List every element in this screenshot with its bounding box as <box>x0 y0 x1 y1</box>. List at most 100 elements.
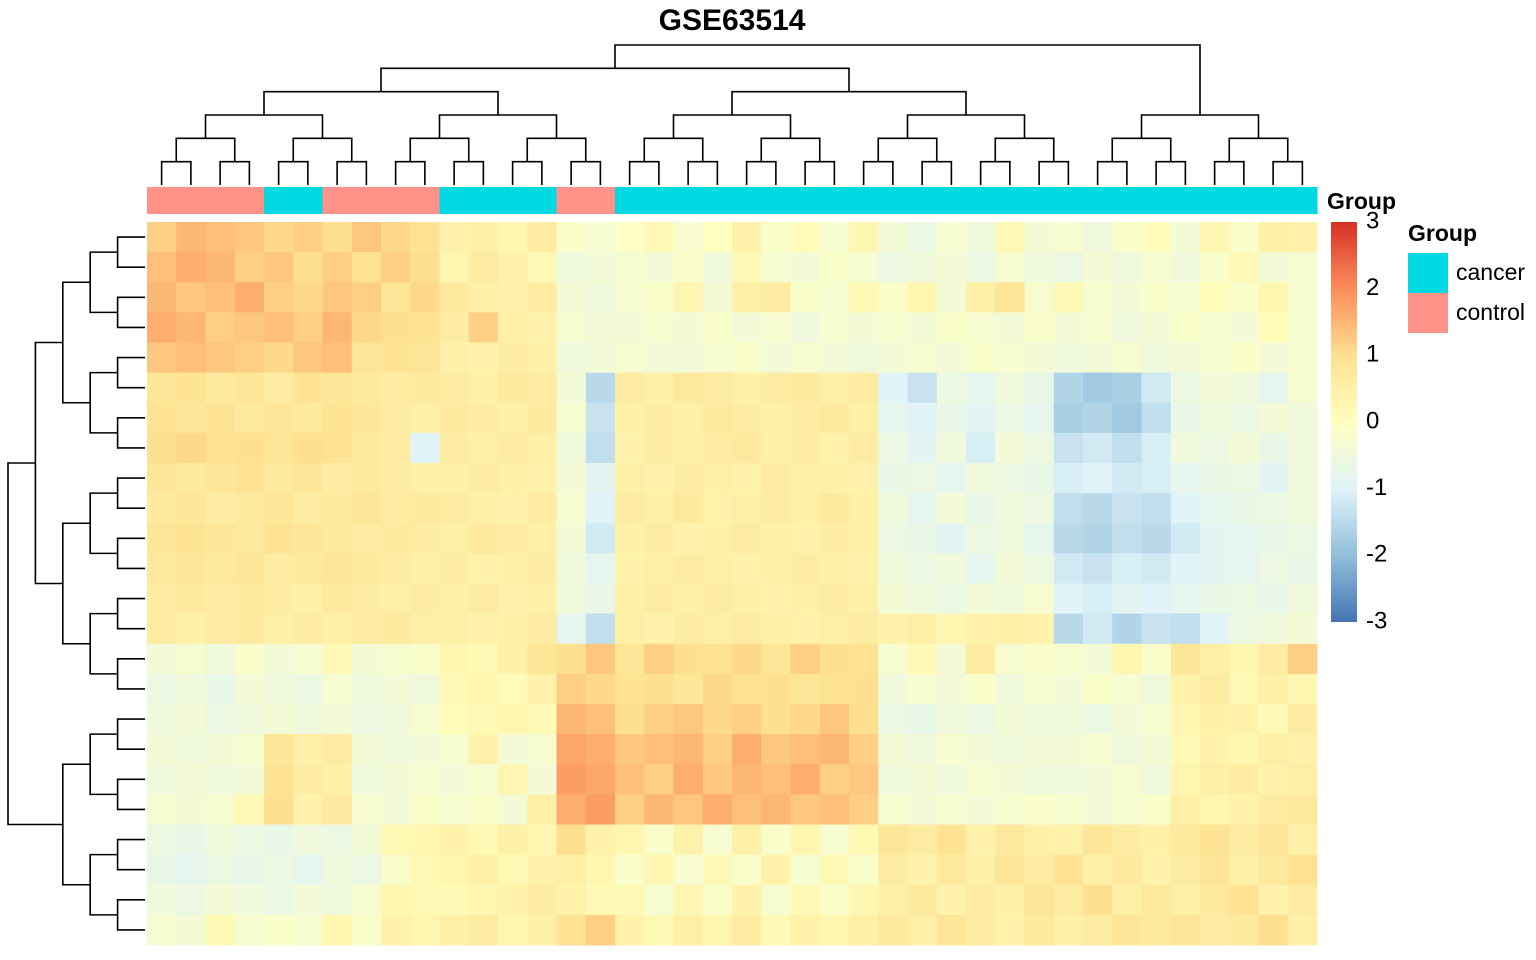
dendrogram-branch <box>116 658 145 690</box>
heatmap-cell <box>381 282 411 313</box>
heatmap-cell <box>1287 854 1318 886</box>
heatmap-cell <box>147 222 177 253</box>
heatmap-cell <box>702 312 733 343</box>
heatmap-cell <box>439 673 470 705</box>
heatmap-cell <box>907 764 938 795</box>
heatmap-cell <box>147 523 177 554</box>
heatmap-cell <box>966 673 996 705</box>
heatmap-cell <box>644 824 674 856</box>
heatmap-cell <box>790 643 821 675</box>
heatmap-cell <box>790 583 821 615</box>
heatmap-cell <box>176 914 206 946</box>
heatmap-cell <box>644 282 674 313</box>
heatmap-cell <box>1053 372 1084 404</box>
heatmap-cell <box>381 493 411 524</box>
heatmap-cell <box>147 914 177 946</box>
heatmap-cell <box>1141 824 1172 856</box>
heatmap-cell <box>907 824 938 856</box>
dendrogram-branch <box>979 160 1011 185</box>
heatmap-cell <box>1024 523 1055 554</box>
heatmap-cell <box>527 282 557 313</box>
heatmap-cell <box>381 432 411 464</box>
heatmap-cell <box>381 613 411 645</box>
heatmap-cell <box>351 914 382 946</box>
heatmap-cell <box>1141 493 1172 524</box>
heatmap-cell <box>966 372 996 404</box>
heatmap-cell <box>147 884 177 916</box>
heatmap-cell <box>1024 342 1055 374</box>
heatmap-cell <box>264 372 294 404</box>
dendrogram-branch <box>89 251 118 314</box>
heatmap-cell <box>615 282 645 313</box>
heatmap-cell <box>1141 854 1172 886</box>
heatmap-cell <box>468 312 499 343</box>
heatmap-cell <box>936 884 967 916</box>
heatmap-cell <box>1229 463 1259 494</box>
heatmap-cell <box>498 372 528 404</box>
heatmap-cell <box>995 734 1025 765</box>
heatmap-cell <box>819 432 850 464</box>
heatmap-cell <box>790 523 821 554</box>
heatmap-cell <box>293 794 323 825</box>
heatmap-cell <box>234 523 265 554</box>
heatmap-cell <box>322 734 353 765</box>
heatmap-cell <box>702 734 733 765</box>
heatmap-cell <box>1053 794 1084 825</box>
heatmap-cell <box>381 673 411 705</box>
heatmap-cell <box>322 583 353 615</box>
heatmap-cell <box>381 734 411 765</box>
heatmap-cell <box>1200 764 1230 795</box>
heatmap-cell <box>264 553 294 584</box>
heatmap-cell <box>381 372 411 404</box>
dendrogram-branch <box>906 114 1026 139</box>
heatmap-cell <box>936 734 967 765</box>
heatmap-cell <box>615 432 645 464</box>
heatmap-cell <box>790 222 821 253</box>
heatmap-cell <box>1083 854 1113 886</box>
heatmap-cell <box>1053 222 1084 253</box>
heatmap-cell <box>351 432 382 464</box>
dendrogram-branch <box>116 356 145 389</box>
heatmap-cell <box>585 342 616 374</box>
heatmap-cell <box>381 583 411 615</box>
heatmap-cell <box>322 613 353 645</box>
heatmap-cell <box>702 342 733 374</box>
heatmap-cell <box>702 252 733 283</box>
heatmap-cell <box>790 914 821 946</box>
heatmap-cell <box>878 734 908 765</box>
heatmap-cell <box>644 372 674 404</box>
heatmap-cell <box>644 643 674 675</box>
heatmap-cell <box>468 734 499 765</box>
heatmap-cell <box>585 553 616 584</box>
heatmap-cell <box>410 523 440 554</box>
heatmap-cell <box>732 764 762 795</box>
heatmap-cell <box>995 643 1025 675</box>
annotation-cell <box>1024 187 1055 214</box>
annotation-cell <box>176 187 206 214</box>
heatmap-cell <box>732 583 762 615</box>
heatmap-cell <box>907 432 938 464</box>
heatmap-cell <box>205 704 236 735</box>
heatmap-cell <box>147 794 177 825</box>
heatmap-cell <box>644 734 674 765</box>
heatmap-cell <box>761 312 791 343</box>
heatmap-cell <box>878 794 908 825</box>
heatmap-cell <box>205 824 236 856</box>
heatmap-cell <box>1053 613 1084 645</box>
heatmap-cell <box>176 764 206 795</box>
heatmap-cell <box>849 282 879 313</box>
heatmap-cell <box>1024 493 1055 524</box>
heatmap-cell <box>878 854 908 886</box>
heatmap-cell <box>1141 794 1172 825</box>
heatmap-cell <box>1112 704 1142 735</box>
heatmap-cell <box>322 673 353 705</box>
heatmap-cell <box>1112 764 1142 795</box>
heatmap-cell <box>351 402 382 434</box>
heatmap-cell <box>1141 704 1172 735</box>
heatmap-cell <box>1287 252 1318 283</box>
heatmap-cell <box>673 463 704 494</box>
heatmap-cell <box>702 764 733 795</box>
annotation-cell <box>381 187 411 214</box>
heatmap-cell <box>1024 613 1055 645</box>
heatmap-cell <box>936 252 967 283</box>
